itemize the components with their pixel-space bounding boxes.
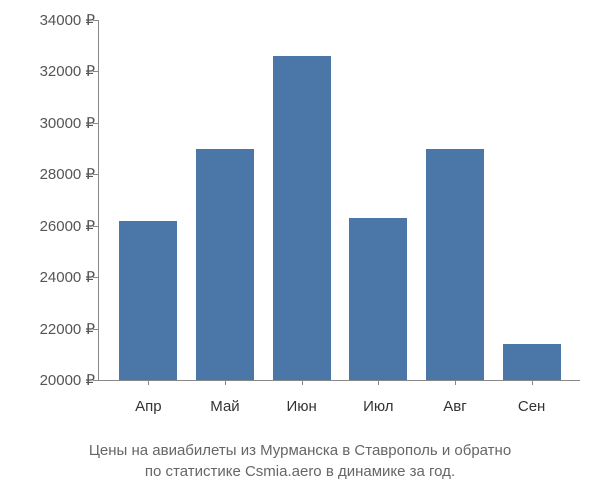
x-axis: Апр Май Июн Июл Авг Сен	[100, 398, 580, 415]
chart-bar	[273, 56, 331, 380]
x-tick-mark	[225, 380, 226, 385]
caption-line-2: по статистике Csmia.aero в динамике за г…	[145, 463, 455, 480]
y-tick-mark	[93, 226, 98, 227]
x-tick-mark	[455, 380, 456, 385]
x-tick-label: Май	[196, 398, 254, 415]
y-tick-mark	[93, 71, 98, 72]
y-tick-label: 32000 ₽	[40, 62, 95, 80]
y-tick-label: 28000 ₽	[40, 165, 95, 183]
y-tick-label: 34000 ₽	[40, 11, 95, 29]
chart-caption: Цены на авиабилеты из Мурманска в Ставро…	[0, 440, 600, 482]
x-tick-label: Июл	[349, 398, 407, 415]
y-tick-label: 22000 ₽	[40, 320, 95, 338]
y-tick-mark	[93, 277, 98, 278]
y-tick-mark	[93, 174, 98, 175]
chart-bar	[503, 344, 561, 380]
y-tick-mark	[93, 20, 98, 21]
y-axis: 20000 ₽22000 ₽24000 ₽26000 ₽28000 ₽30000…	[10, 20, 95, 380]
x-tick-label: Авг	[426, 398, 484, 415]
chart-bar	[349, 218, 407, 380]
chart-bar	[196, 149, 254, 380]
y-tick-mark	[93, 380, 98, 381]
x-tick-mark	[378, 380, 379, 385]
x-tick-label: Июн	[273, 398, 331, 415]
y-tick-label: 26000 ₽	[40, 217, 95, 235]
y-tick-label: 20000 ₽	[40, 371, 95, 389]
y-tick-mark	[93, 123, 98, 124]
bars-area	[100, 20, 580, 380]
x-tick-label: Апр	[119, 398, 177, 415]
y-tick-label: 30000 ₽	[40, 114, 95, 132]
plot-area: 20000 ₽22000 ₽24000 ₽26000 ₽28000 ₽30000…	[100, 20, 580, 380]
y-tick-mark	[93, 329, 98, 330]
x-tick-mark	[148, 380, 149, 385]
y-axis-line	[98, 20, 99, 380]
caption-line-1: Цены на авиабилеты из Мурманска в Ставро…	[89, 442, 511, 459]
x-tick-mark	[302, 380, 303, 385]
y-tick-label: 24000 ₽	[40, 268, 95, 286]
x-tick-mark	[532, 380, 533, 385]
chart-container: 20000 ₽ 22000 ₽ 24000 ₽ 26000 ₽ 28000 ₽ 30000…	[0, 0, 600, 440]
chart-bar	[426, 149, 484, 380]
x-tick-label: Сен	[503, 398, 561, 415]
x-axis-line	[98, 380, 580, 381]
chart-bar	[119, 221, 177, 380]
